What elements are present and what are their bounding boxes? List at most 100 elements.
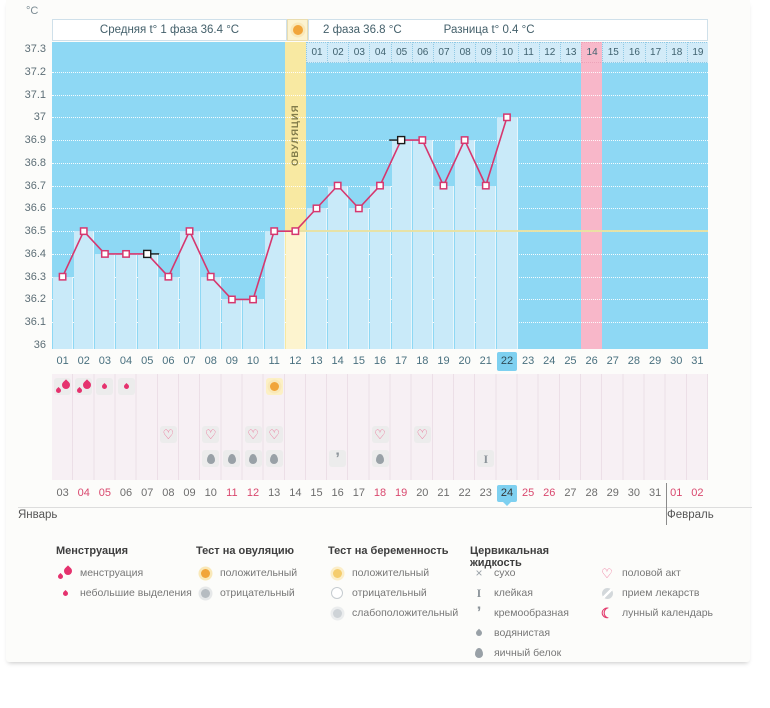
cycle-day-number[interactable]: 01 [56,355,69,367]
calendar-date[interactable]: 20 [416,487,429,499]
calendar-date[interactable]: 15 [310,487,323,499]
cycle-day-number[interactable]: 17 [395,355,408,367]
calendar-date[interactable]: 24 [497,485,517,502]
menses-heavy-icon [75,378,93,394]
phase2-day-cell[interactable]: 17 [644,42,667,63]
cycle-day-number[interactable]: 04 [119,355,133,367]
cycle-day-number[interactable]: 13 [310,355,323,367]
cycle-day-number[interactable]: 05 [141,355,154,367]
calendar-date[interactable]: 07 [141,487,154,499]
phase2-day-cell[interactable]: 16 [623,42,646,63]
y-tick-label: 37.3 [24,43,46,55]
cycle-day-number[interactable]: 09 [225,355,238,367]
calendar-date[interactable]: 16 [331,487,344,499]
calendar-date[interactable]: 08 [162,487,175,499]
intercourse-row-cell[interactable]: ♡ [202,426,220,443]
intercourse-row-cell[interactable]: ♡ [244,426,262,443]
cycle-day-number[interactable]: 23 [522,355,535,367]
cycle-day-number[interactable]: 02 [77,355,90,367]
cycle-day-number[interactable]: 19 [437,355,450,367]
calendar-date[interactable]: 18 [373,487,387,499]
calendar-date[interactable]: 05 [98,487,112,499]
phase2-day-cell[interactable]: 04 [369,42,392,63]
calendar-date[interactable]: 28 [585,487,598,499]
menstruation-row-cell[interactable] [96,378,114,395]
cervical-fluid-row-cell[interactable]: I [477,450,495,467]
flagged-data-point-marker [396,135,406,145]
cycle-day-number[interactable]: 07 [183,355,196,367]
legend-item: менструация [56,563,196,583]
cervical-fluid-row-cell[interactable] [244,450,262,467]
intercourse-row-cell[interactable]: ♡ [159,426,177,443]
egg-white-icon [270,453,279,464]
cycle-day-number[interactable]: 12 [289,355,302,367]
menstruation-row-cell[interactable] [54,378,72,395]
cycle-day-number[interactable]: 11 [268,355,280,367]
calendar-date[interactable]: 30 [627,487,641,499]
gridline [52,140,708,142]
cycle-day-number[interactable]: 15 [352,355,365,367]
calendar-date[interactable]: 29 [606,487,619,499]
cycle-day-number[interactable]: 20 [458,355,471,367]
intercourse-row-cell[interactable]: ♡ [371,426,389,443]
cycle-day-number[interactable]: 27 [606,355,619,367]
phase2-day-cell[interactable]: 01 [305,42,329,63]
calendar-date[interactable]: 03 [56,487,69,499]
sticky-legend-icon-wrap: I [470,587,488,599]
cervical-fluid-row-cell[interactable] [223,450,241,467]
phase2-day-cell[interactable]: 19 [686,42,708,63]
cervical-fluid-row-cell[interactable]: ’ [329,450,347,467]
calendar-date[interactable]: 27 [564,487,577,499]
calendar-date[interactable]: 26 [543,487,556,499]
legend-item-label: лунный календарь [622,607,714,619]
cycle-day-number[interactable]: 24 [543,355,556,367]
calendar-date[interactable]: 13 [268,487,281,499]
cycle-day-number[interactable]: 28 [627,355,641,367]
y-tick-label: 36.8 [24,156,46,169]
cycle-day-number[interactable]: 29 [648,355,662,367]
calendar-date[interactable]: 09 [183,487,196,499]
calendar-date[interactable]: 10 [204,487,217,499]
calendar-date[interactable]: 21 [437,487,450,499]
cycle-day-number[interactable]: 30 [670,355,683,367]
calendar-date[interactable]: 06 [119,487,133,499]
intercourse-icon: ♡ [268,427,281,442]
cervical-fluid-row-cell[interactable] [265,450,283,467]
calendar-date[interactable]: 17 [352,487,365,499]
intercourse-row-cell[interactable]: ♡ [413,426,431,443]
menstruation-row-cell[interactable] [75,378,93,395]
calendar-date[interactable]: 31 [648,487,662,499]
cycle-day-number[interactable]: 14 [331,355,344,367]
cycle-day-number[interactable]: 03 [98,355,112,367]
cycle-day-number[interactable]: 21 [479,355,492,367]
cycle-day-number[interactable]: 10 [246,355,260,367]
calendar-date[interactable]: 25 [522,487,535,499]
data-point-marker [481,181,490,190]
calendar-date[interactable]: 19 [395,487,408,499]
legend-item-label: водянистая [494,627,551,639]
cycle-day-number[interactable]: 22 [497,352,517,371]
menstruation-row-cell[interactable] [265,378,283,395]
cycle-day-number[interactable]: 16 [373,355,387,367]
cycle-day-number[interactable]: 31 [691,355,704,367]
intercourse-row-cell[interactable]: ♡ [265,426,283,443]
phase2-day-cell[interactable]: 09 [475,42,498,63]
cycle-day-number[interactable]: 26 [585,355,598,367]
cycle-day-number[interactable]: 06 [162,355,175,367]
calendar-date[interactable]: 23 [479,487,492,499]
cycle-day-number[interactable]: 08 [204,355,217,367]
cycle-day-number[interactable]: 18 [416,355,429,367]
calendar-date[interactable]: 12 [246,487,260,499]
calendar-date[interactable]: 04 [77,487,90,499]
month-boundary-divider [666,483,667,525]
calendar-date[interactable]: 01 [670,487,683,499]
cervical-fluid-row-cell[interactable] [371,450,389,467]
menstruation-row-cell[interactable] [117,378,135,395]
calendar-date[interactable]: 22 [458,487,471,499]
month-label-february: Февраль [667,509,714,521]
calendar-date[interactable]: 14 [289,487,302,499]
cervical-fluid-row-cell[interactable] [202,450,220,467]
calendar-date[interactable]: 02 [691,487,704,499]
cycle-day-number[interactable]: 25 [564,355,577,367]
calendar-date[interactable]: 11 [226,487,238,499]
